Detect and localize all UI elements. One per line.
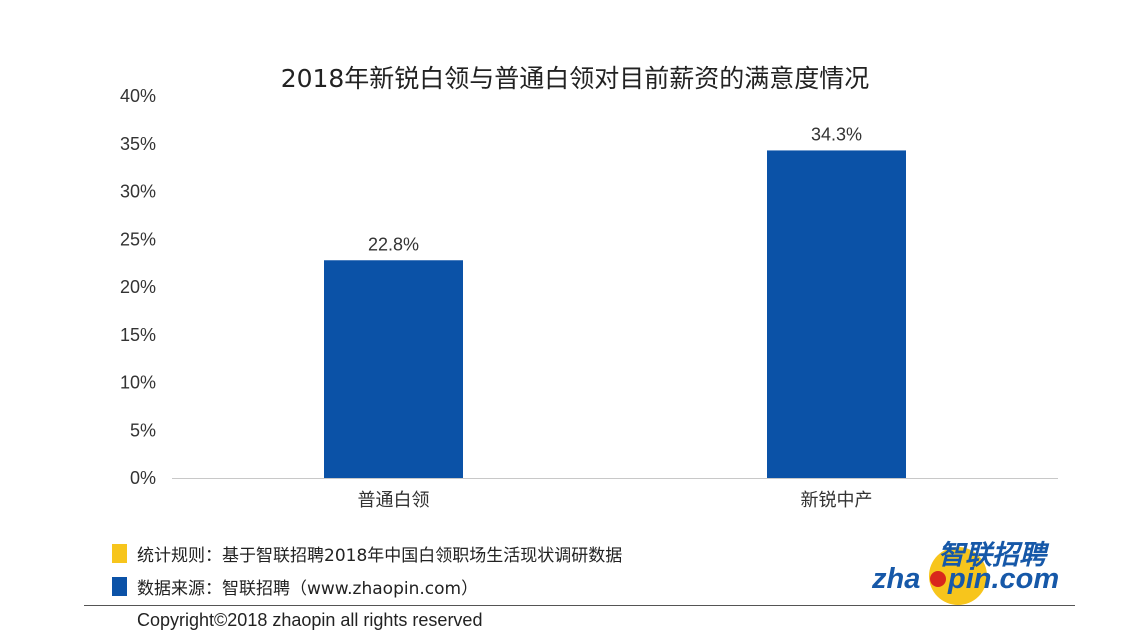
y-tick-label: 0% <box>130 468 156 488</box>
logo-chinese-text: 智联招聘 <box>938 540 1050 571</box>
bar-data-label: 34.3% <box>811 124 862 144</box>
bar <box>767 150 906 478</box>
x-axis: 普通白领 新锐中产 <box>358 490 873 511</box>
y-tick-label: 5% <box>130 420 156 440</box>
logo-red-dot <box>930 571 946 587</box>
bar <box>324 260 463 478</box>
logo-sun-circle <box>929 547 987 605</box>
chart-title: 2018年新锐白领与普通白领对目前薪资的满意度情况 <box>281 64 870 93</box>
y-tick-label: 35% <box>120 134 156 154</box>
bar-data-label: 22.8% <box>368 234 419 254</box>
bars: 22.8% 34.3% <box>324 124 906 478</box>
y-axis: 0% 5% 10% 15% 20% 25% 30% 35% 40% <box>120 86 156 488</box>
zhaopin-logo: 智联招聘 zha pin.com <box>871 540 1058 605</box>
data-source-text: 数据来源：智联招聘（www.zhaopin.com） <box>137 579 479 599</box>
data-source: 数据来源：智联招聘（www.zhaopin.com） <box>112 574 478 599</box>
source-swatch <box>112 577 127 596</box>
footer-divider <box>84 605 1075 606</box>
x-tick-label: 普通白领 <box>358 490 430 511</box>
statistics-note: 统计规则：基于智联招聘2018年中国白领职场生活现状调研数据 <box>112 541 622 566</box>
y-tick-label: 10% <box>120 373 156 393</box>
bar-chart: 2018年新锐白领与普通白领对目前薪资的满意度情况 0% 5% 10% 15% 20% 2… <box>120 64 1058 511</box>
note-swatch <box>112 544 127 563</box>
x-tick-label: 新锐中产 <box>801 490 873 511</box>
logo-english-left: zha <box>871 563 920 595</box>
y-tick-label: 25% <box>120 229 156 249</box>
y-tick-label: 15% <box>120 325 156 345</box>
y-tick-label: 40% <box>120 86 156 106</box>
y-tick-label: 30% <box>120 182 156 202</box>
statistics-note-text: 统计规则：基于智联招聘2018年中国白领职场生活现状调研数据 <box>137 546 623 566</box>
y-tick-label: 20% <box>120 277 156 297</box>
logo-english-right: pin.com <box>947 563 1058 595</box>
copyright-text: Copyright©2018 zhaopin all rights reserv… <box>137 610 483 630</box>
